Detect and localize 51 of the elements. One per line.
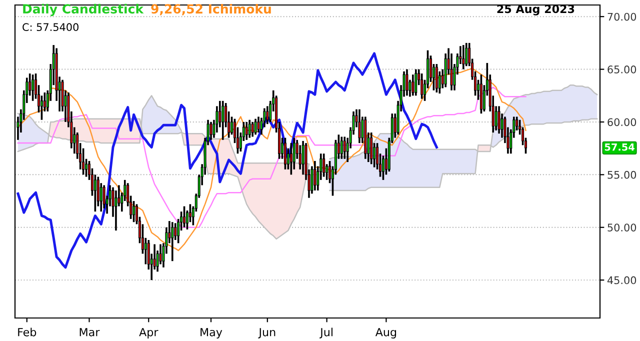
candlestick (292, 136, 296, 170)
candlestick (322, 152, 326, 178)
candlestick (370, 132, 373, 166)
candlestick (462, 44, 465, 70)
candlestick (290, 142, 292, 176)
x-tick-label: Aug (375, 328, 396, 338)
x-tick-label: Feb (18, 328, 36, 336)
candlestick (358, 108, 361, 144)
candlestick (414, 68, 418, 97)
x-tick-label: May (200, 328, 222, 338)
candlestick (82, 147, 85, 176)
candlestick (96, 176, 100, 208)
candlestick (132, 200, 136, 224)
candlestick (222, 100, 224, 141)
x-tick-label: Jul (320, 328, 332, 338)
candlestick (343, 136, 346, 160)
candlestick (266, 105, 269, 125)
candlestick (245, 121, 248, 141)
candlestick (183, 205, 186, 228)
x-tick-label: Mar (80, 328, 100, 336)
x-tick-label: Apr (139, 328, 158, 338)
candlestick (435, 63, 438, 94)
y-tick-label: 65.00 (608, 66, 636, 74)
candlestick (412, 74, 414, 97)
line-series (16, 52, 438, 269)
candlestick (302, 140, 304, 176)
candlestick (310, 165, 314, 195)
chart-subtitle: 9,26,52 Ichimoku (151, 4, 271, 16)
y-tick-label: 45.00 (607, 276, 636, 284)
y-tick-label: 55.00 (608, 170, 636, 179)
x-tick-label: Jun (258, 328, 276, 338)
candlestick (465, 42, 468, 68)
chart-title: Daily Candlestick (23, 4, 144, 16)
candlestick (254, 118, 257, 136)
candlestick (340, 136, 343, 160)
y-tick-label: 70.00 (608, 12, 636, 21)
candlestick (314, 160, 316, 192)
candlestick (420, 72, 424, 100)
candlestick (32, 74, 34, 102)
candlestick (251, 121, 254, 138)
candlestick (406, 68, 408, 97)
candlestick (298, 144, 302, 170)
candlestick (248, 118, 251, 139)
y-tick-label: 60.00 (608, 118, 636, 126)
y-tick-label: 50.00 (608, 224, 636, 232)
candlestick (498, 105, 500, 134)
candlestick (171, 221, 174, 262)
text: 57.54 (604, 144, 634, 151)
candlestick (102, 184, 106, 210)
annotation: C: 57.5400 (22, 23, 78, 32)
candlestick (284, 136, 286, 170)
